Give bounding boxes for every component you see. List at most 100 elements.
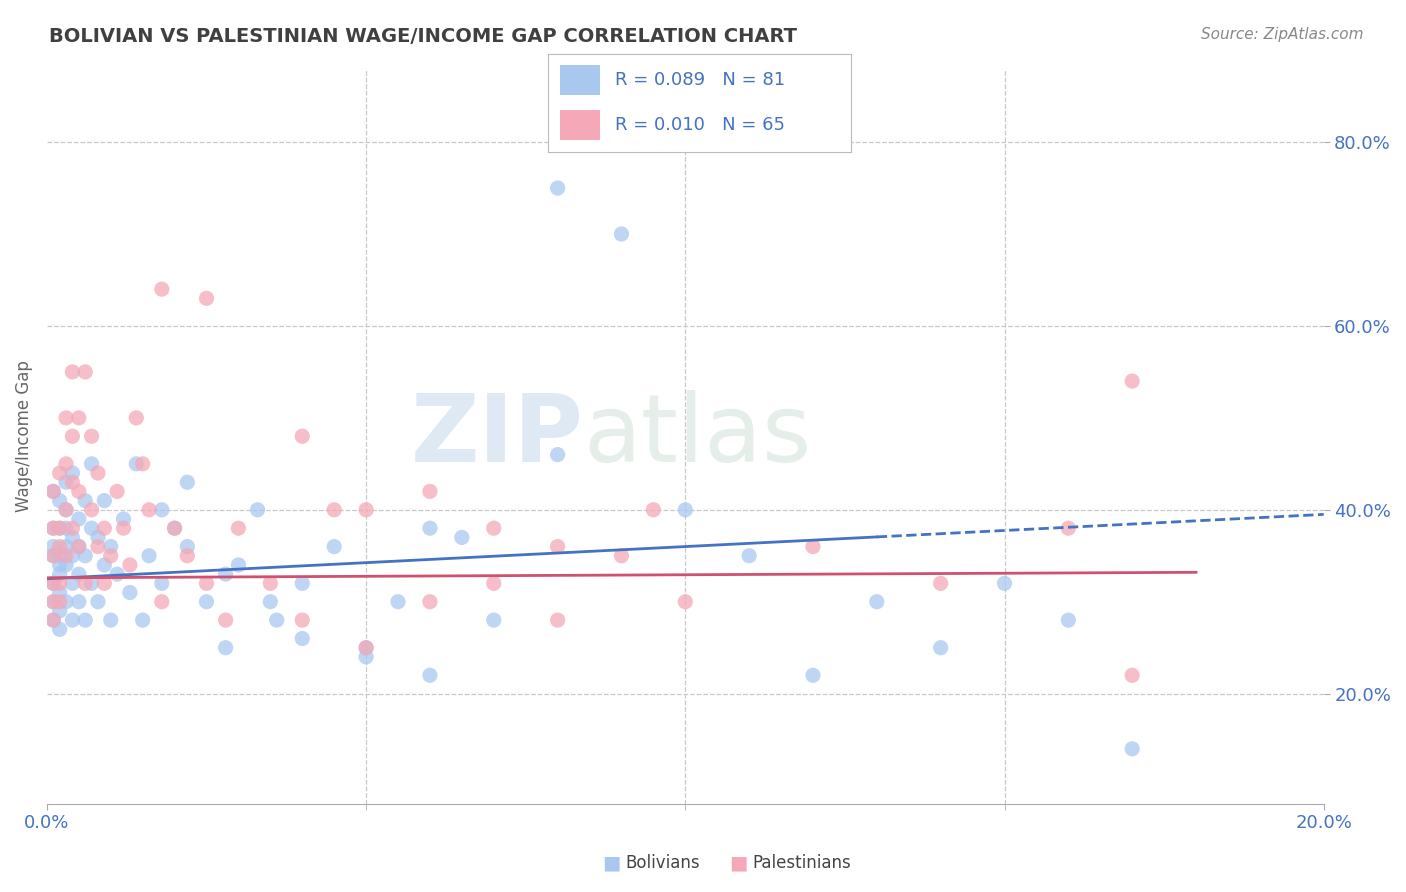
Point bbox=[125, 457, 148, 471]
Point bbox=[387, 595, 409, 609]
Point bbox=[547, 540, 569, 554]
Point bbox=[228, 558, 250, 572]
Point bbox=[610, 227, 633, 241]
Point bbox=[354, 503, 377, 517]
Point bbox=[67, 540, 90, 554]
Point bbox=[482, 613, 505, 627]
Point bbox=[738, 549, 761, 563]
Point bbox=[419, 668, 441, 682]
Point bbox=[138, 503, 160, 517]
Point bbox=[354, 640, 377, 655]
Point bbox=[291, 576, 314, 591]
Point bbox=[482, 521, 505, 535]
Point bbox=[48, 576, 70, 591]
Text: Bolivians: Bolivians bbox=[626, 855, 700, 872]
Text: atlas: atlas bbox=[583, 391, 811, 483]
Point bbox=[48, 567, 70, 582]
Point bbox=[419, 521, 441, 535]
Point bbox=[48, 521, 70, 535]
Point bbox=[163, 521, 186, 535]
Point bbox=[195, 595, 218, 609]
Point bbox=[48, 493, 70, 508]
Point bbox=[547, 613, 569, 627]
Point bbox=[67, 567, 90, 582]
Point bbox=[42, 549, 65, 563]
Point bbox=[246, 503, 269, 517]
Point bbox=[55, 521, 77, 535]
Point bbox=[323, 540, 346, 554]
Point bbox=[1121, 741, 1143, 756]
Point bbox=[118, 558, 141, 572]
Point bbox=[150, 503, 173, 517]
Point bbox=[48, 623, 70, 637]
Point bbox=[80, 429, 103, 443]
Point bbox=[55, 457, 77, 471]
Point bbox=[176, 475, 198, 490]
Text: ZIP: ZIP bbox=[411, 391, 583, 483]
Point bbox=[131, 457, 153, 471]
Point bbox=[80, 503, 103, 517]
Point bbox=[42, 484, 65, 499]
Point bbox=[42, 549, 65, 563]
Text: R = 0.089   N = 81: R = 0.089 N = 81 bbox=[614, 71, 785, 89]
Point bbox=[93, 521, 115, 535]
Y-axis label: Wage/Income Gap: Wage/Income Gap bbox=[15, 360, 32, 512]
Point bbox=[67, 595, 90, 609]
Point bbox=[48, 585, 70, 599]
Point bbox=[259, 576, 281, 591]
Point bbox=[866, 595, 889, 609]
Point bbox=[62, 521, 84, 535]
Point bbox=[1057, 613, 1080, 627]
Text: R = 0.010   N = 65: R = 0.010 N = 65 bbox=[614, 116, 785, 134]
Point bbox=[55, 595, 77, 609]
Point bbox=[62, 466, 84, 480]
Point bbox=[354, 649, 377, 664]
Point bbox=[48, 549, 70, 563]
Point bbox=[150, 595, 173, 609]
Point bbox=[80, 457, 103, 471]
Point bbox=[42, 613, 65, 627]
Point bbox=[929, 576, 952, 591]
Point bbox=[62, 576, 84, 591]
Point bbox=[176, 540, 198, 554]
Point bbox=[87, 540, 110, 554]
Point bbox=[1121, 374, 1143, 388]
Point bbox=[62, 475, 84, 490]
Text: BOLIVIAN VS PALESTINIAN WAGE/INCOME GAP CORRELATION CHART: BOLIVIAN VS PALESTINIAN WAGE/INCOME GAP … bbox=[49, 27, 797, 45]
Point bbox=[131, 613, 153, 627]
Point bbox=[75, 365, 97, 379]
Point bbox=[93, 493, 115, 508]
Point bbox=[62, 549, 84, 563]
Point bbox=[673, 595, 696, 609]
Point bbox=[62, 613, 84, 627]
Point bbox=[67, 540, 90, 554]
Point bbox=[150, 282, 173, 296]
Point bbox=[610, 549, 633, 563]
Point bbox=[993, 576, 1015, 591]
Point bbox=[547, 181, 569, 195]
Point bbox=[55, 503, 77, 517]
Point bbox=[67, 512, 90, 526]
Point bbox=[195, 291, 218, 305]
Point bbox=[801, 668, 824, 682]
Point bbox=[266, 613, 288, 627]
Point bbox=[118, 585, 141, 599]
Point bbox=[100, 540, 122, 554]
Point bbox=[643, 503, 665, 517]
Point bbox=[42, 521, 65, 535]
Point bbox=[214, 640, 236, 655]
Point bbox=[176, 549, 198, 563]
Point bbox=[48, 604, 70, 618]
Point bbox=[354, 640, 377, 655]
Point bbox=[93, 576, 115, 591]
Point bbox=[195, 576, 218, 591]
Point bbox=[100, 549, 122, 563]
Point bbox=[48, 521, 70, 535]
Point bbox=[1057, 521, 1080, 535]
Point bbox=[228, 521, 250, 535]
Point bbox=[259, 595, 281, 609]
Point bbox=[291, 632, 314, 646]
Point bbox=[42, 521, 65, 535]
Point bbox=[93, 558, 115, 572]
Text: Palestinians: Palestinians bbox=[752, 855, 851, 872]
